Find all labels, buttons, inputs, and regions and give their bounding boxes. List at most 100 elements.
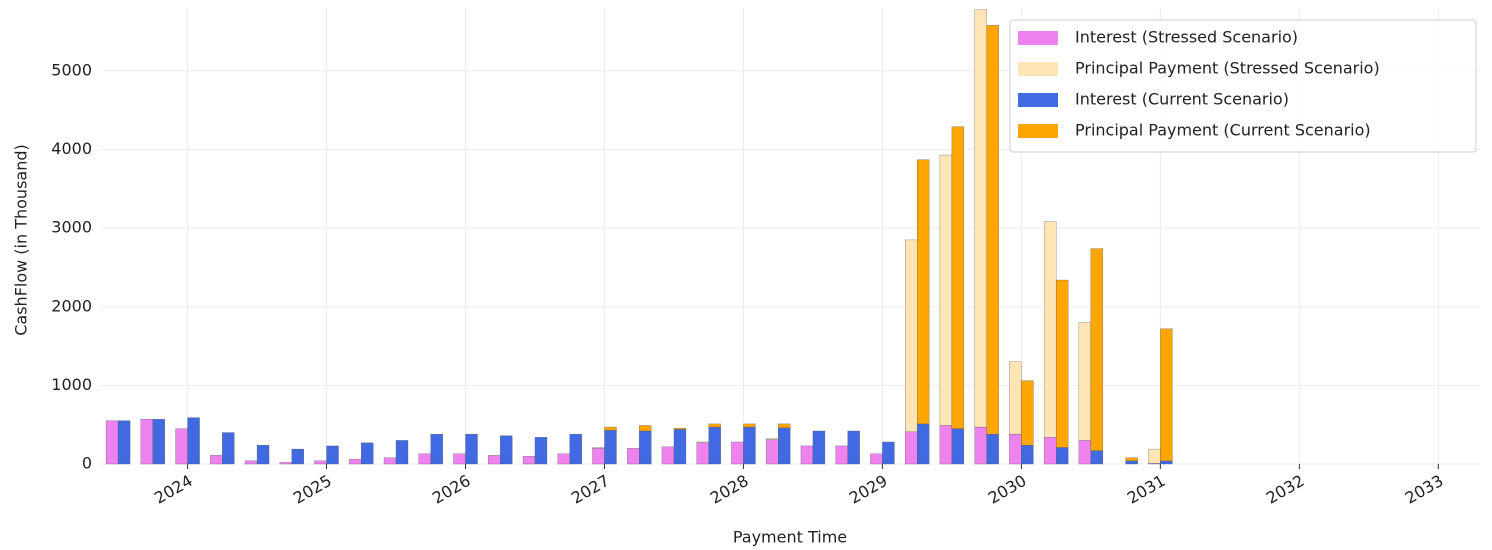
bar-segment [1043,221,1057,438]
bar-segment [314,460,327,465]
bar-segment [395,440,409,465]
x-tick-label: 2025 [290,471,335,508]
bar-segment [1055,447,1069,465]
x-tick-label: 2032 [1263,471,1308,508]
legend-swatch [1018,62,1058,76]
bar-segment [187,417,200,465]
legend-label: Principal Payment (Current Scenario) [1075,121,1371,140]
bar-segment [1043,437,1057,465]
bar-segment [256,444,270,465]
bar-segment [430,433,443,465]
bar-segment [592,448,605,465]
y-axis-label: CashFlow (in Thousand) [12,144,31,336]
bar-segment [812,430,826,465]
y-tick-label: 3000 [51,218,92,237]
bar-segment [627,448,640,465]
y-tick-label: 5000 [51,60,92,79]
bar-segment [1078,440,1092,465]
bar-segment [105,420,119,465]
bar-segment [500,435,513,465]
bar-segment [1125,457,1138,462]
bar-segment [708,426,721,465]
bar-segment [1009,361,1022,435]
x-tick-label: 2033 [1402,471,1447,508]
bar-segment [453,453,466,465]
x-tick-label: 2027 [568,471,613,508]
bar-segment [800,445,814,465]
bar-segment [778,423,791,428]
bar-segment [731,441,744,465]
bar-segment [1021,380,1034,446]
legend: Interest (Stressed Scenario) Principal Pa… [1009,19,1477,153]
bar-segment [291,448,304,465]
bar-segment [534,437,548,465]
bar-segment [743,426,756,465]
legend-label: Principal Payment (Stressed Scenario) [1075,59,1380,78]
bar-segment [1125,460,1138,465]
bar-segment [778,427,791,465]
bar-segment [835,445,848,465]
bar-segment [1078,322,1092,441]
x-tick-label: 2026 [429,471,474,508]
bar-segment [696,442,709,465]
bar-segment [661,446,675,465]
bar-segment [917,159,930,425]
bar-segment [766,438,779,440]
bar-segment [974,9,987,428]
bar-segment [1160,460,1173,465]
bar-segment [117,420,131,465]
bar-segment [222,432,235,465]
bar-segment [743,423,756,428]
bar-segment [870,453,883,465]
bar-segment [604,426,617,431]
bar-segment [1160,328,1173,462]
legend-label: Interest (Current Scenario) [1075,90,1289,109]
bar-segment [604,430,617,465]
bar-segment [905,431,918,465]
bar-segment [766,439,779,465]
x-axis-label: Payment Time [733,528,847,547]
bar-segment [673,428,687,430]
bar-segment [210,455,223,465]
bar-segment [244,460,258,465]
bar-segment [882,441,895,465]
legend-swatch [1018,93,1058,107]
bar-segment [1090,248,1104,451]
bar-segment [1009,433,1022,465]
bar-segment [361,442,374,465]
bar-segment [1021,444,1034,465]
x-tick-label: 2029 [846,471,891,508]
legend-swatch [1018,31,1058,45]
bar-segment [951,428,965,465]
legend-label: Interest (Stressed Scenario) [1075,28,1298,47]
x-tick-label: 2028 [707,471,752,508]
bar-segment [639,425,652,432]
bar-segment [279,462,292,465]
bar-segment [465,433,478,465]
bar-segment [951,126,965,429]
y-tick-label: 0 [82,454,92,473]
bar-segment [939,425,953,465]
bar-segment [140,419,153,465]
bar-segment [905,239,918,432]
legend-box [1009,19,1477,153]
bar-segment [522,455,536,465]
bar-segment [708,423,721,428]
bar-segment [986,25,999,435]
bar-segment [592,447,605,449]
bar-segment [1090,450,1104,465]
bar-segment [974,426,987,465]
bar-segment [557,453,570,465]
bar-segment [569,433,582,465]
bar-segment [175,428,188,465]
bar-segment [1148,448,1161,464]
bar-segment [326,445,339,465]
bar-segment [639,430,652,465]
bar-segment [383,457,397,465]
bar-segment [1055,279,1069,448]
bar-segment [349,459,362,465]
bar-segment [696,441,709,443]
bar-segment [152,419,165,465]
bar-segment [418,453,431,465]
